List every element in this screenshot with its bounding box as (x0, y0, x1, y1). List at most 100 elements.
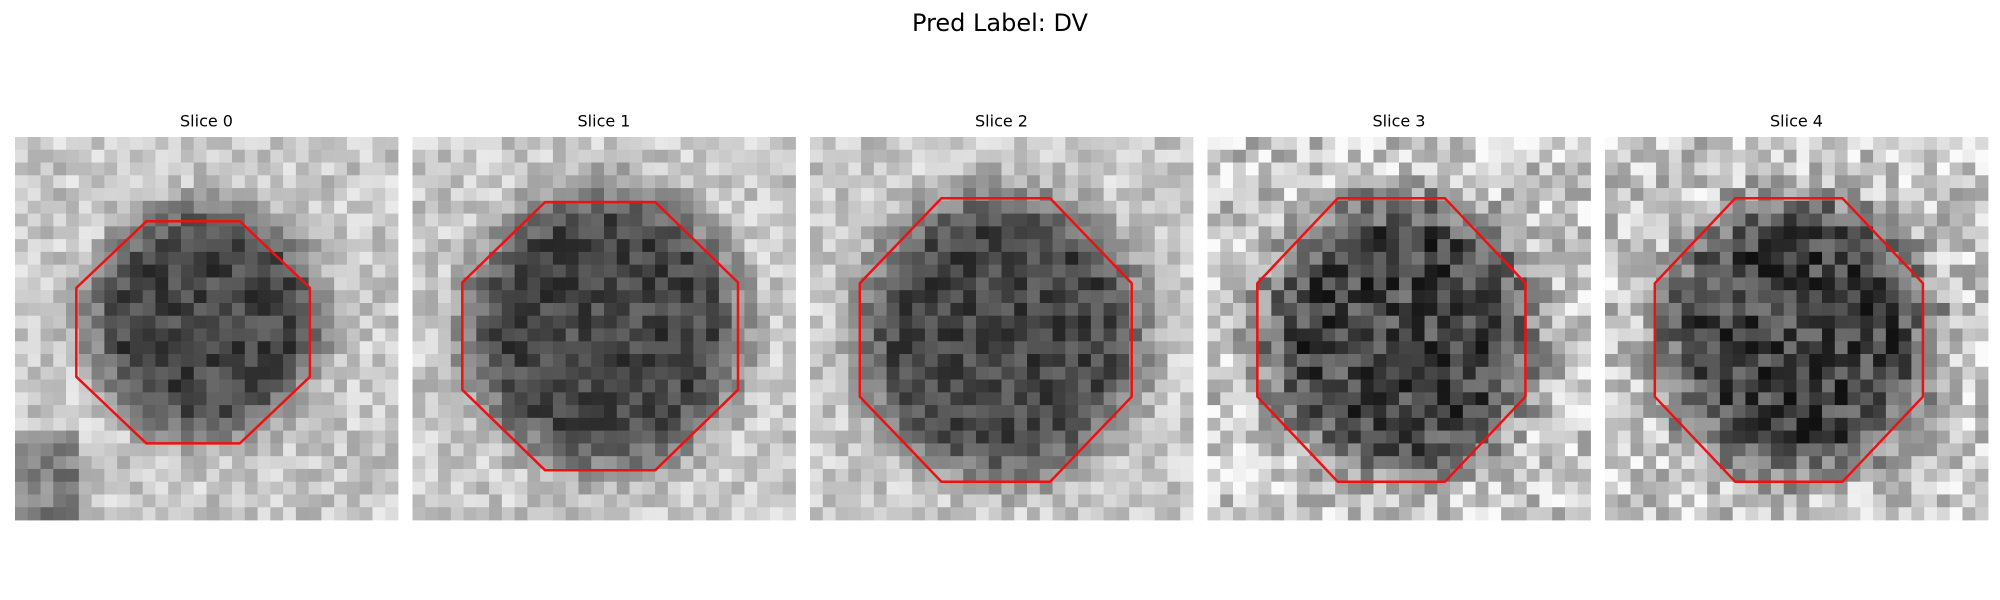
pixel (1386, 430, 1400, 444)
pixel (1167, 290, 1181, 304)
pixel (1347, 149, 1362, 163)
pixel (1873, 188, 1887, 202)
pixel (731, 213, 745, 227)
pixel (463, 456, 477, 470)
pixel (1605, 468, 1619, 483)
pixel (1065, 443, 1079, 457)
pixel (142, 443, 156, 457)
pixel (1770, 149, 1785, 163)
pixel (359, 417, 373, 432)
pixel (655, 392, 669, 406)
pixel (1258, 137, 1272, 151)
pixel (1309, 162, 1323, 176)
pixel (1090, 456, 1105, 470)
pixel (1694, 277, 1708, 291)
pixel (91, 405, 105, 419)
pixel (822, 379, 836, 393)
pixel (680, 366, 694, 380)
pixel (1014, 175, 1028, 189)
pixel (667, 405, 681, 419)
pixel (1411, 315, 1425, 329)
contour (461, 200, 740, 472)
pixel (1220, 443, 1234, 457)
pixel (1668, 188, 1682, 202)
pixel (540, 341, 554, 355)
pixel (1809, 239, 1823, 253)
pixel (1322, 251, 1336, 266)
pixel (1962, 277, 1976, 291)
pixel (1873, 456, 1887, 470)
pixel (769, 392, 784, 406)
pixel (924, 468, 939, 483)
pixel (1681, 213, 1695, 227)
pixel (718, 188, 733, 202)
pixel (1373, 481, 1387, 495)
pixel (412, 162, 426, 176)
pixel (219, 302, 233, 317)
pixel (1039, 315, 1053, 329)
pixel (1758, 213, 1772, 227)
pixel (629, 481, 643, 495)
pixel (476, 302, 490, 317)
pixel (1501, 175, 1515, 189)
pixel (334, 149, 348, 163)
pixel (257, 188, 271, 202)
pixel (15, 392, 29, 406)
pixel (1014, 213, 1028, 227)
pixel (1936, 188, 1951, 202)
pixel (616, 315, 630, 329)
pixel (321, 149, 335, 163)
pixel (1681, 315, 1695, 329)
pixel (1552, 290, 1566, 304)
pixel (1450, 417, 1464, 432)
pixel (1373, 341, 1387, 355)
pixel (1513, 366, 1528, 380)
pixel (1822, 290, 1836, 304)
pixel (1052, 354, 1066, 368)
pixel (155, 290, 169, 304)
pixel (667, 149, 681, 163)
pixel (706, 392, 720, 406)
pixel (655, 341, 669, 355)
pixel (1103, 430, 1117, 444)
pixel (1513, 162, 1528, 176)
pixel (1796, 264, 1810, 278)
pixel (1552, 366, 1566, 380)
pixel (1116, 277, 1130, 291)
pixel (578, 137, 592, 151)
pixel (1617, 137, 1631, 151)
pixel (1860, 341, 1874, 355)
pixel (40, 417, 54, 432)
pixel (372, 379, 386, 393)
pixel (1809, 290, 1823, 304)
pixel (1962, 239, 1976, 253)
pixel (1284, 149, 1298, 163)
pixel (937, 328, 951, 342)
pixel (937, 494, 951, 508)
pixel (155, 456, 169, 470)
pixel (1090, 315, 1105, 329)
pixel (540, 366, 554, 380)
pixel (1847, 162, 1861, 176)
pixel (1488, 213, 1502, 227)
pixel (835, 315, 849, 329)
pixel (219, 392, 233, 406)
pixel (1539, 392, 1553, 406)
pixel (937, 137, 951, 151)
pixel (693, 290, 707, 304)
pixel (463, 188, 477, 202)
pixel (540, 392, 554, 406)
pixel (1924, 468, 1938, 483)
pixel (219, 366, 233, 380)
pixel (476, 149, 490, 163)
pixel (1834, 264, 1848, 278)
pixel (283, 175, 297, 189)
pixel (1949, 162, 1963, 176)
pixel (975, 341, 990, 355)
pixel (1783, 149, 1797, 163)
pixel (321, 443, 335, 457)
pixel (527, 149, 541, 163)
pixel (1643, 392, 1657, 406)
pixel (1924, 290, 1938, 304)
pixel (40, 354, 54, 368)
